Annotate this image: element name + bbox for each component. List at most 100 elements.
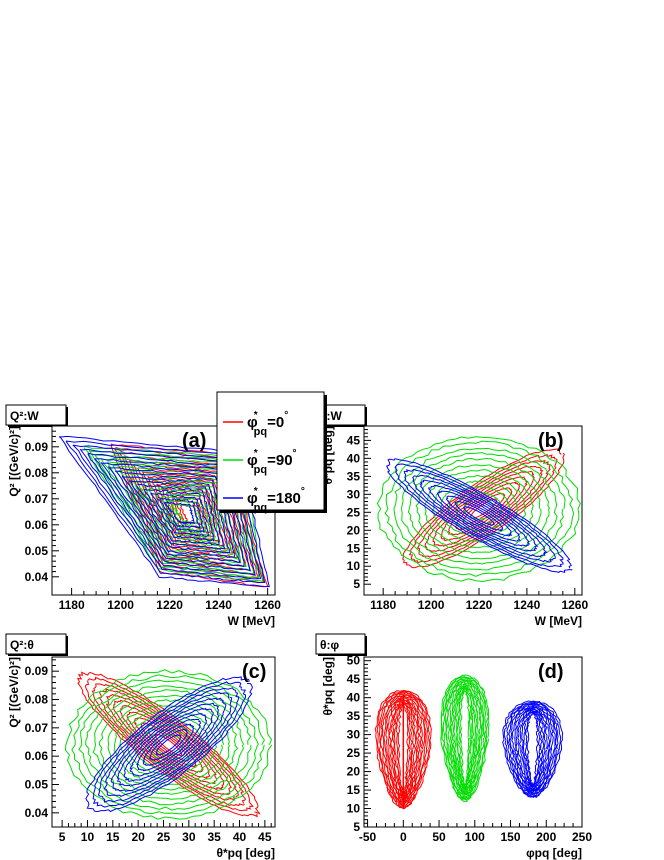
contour-line — [454, 686, 475, 791]
series-phi-90 — [440, 674, 490, 802]
contour-line — [103, 692, 233, 798]
contour-line — [116, 702, 220, 787]
y-tick-label: 20 — [347, 523, 361, 537]
contour-line — [524, 711, 541, 788]
contour-line — [515, 706, 551, 792]
contour-line — [526, 712, 539, 787]
contour-line — [392, 700, 415, 799]
y-tick-label: 35 — [347, 709, 361, 723]
contour-layer — [64, 669, 273, 820]
y-tick-label: 0.06 — [25, 749, 49, 763]
contour-line — [416, 459, 551, 558]
contour-line — [446, 680, 482, 796]
contour-line — [157, 496, 201, 530]
contour-line — [98, 694, 239, 795]
contour-line — [129, 713, 207, 777]
contour-line — [160, 495, 208, 532]
x-axis-label: θ*pq [deg] — [217, 846, 275, 860]
series-phi-180 — [386, 458, 573, 573]
y-tick-label: 50 — [347, 654, 361, 668]
x-tick-label: 1200 — [107, 598, 134, 612]
contour-line — [71, 674, 265, 815]
contour-line — [503, 701, 562, 798]
contour-line — [97, 687, 240, 803]
contour-line — [119, 709, 218, 780]
contour-line — [436, 490, 522, 542]
series-phi-0 — [374, 689, 432, 810]
x-axis-label: W [MeV] — [535, 614, 582, 628]
x-tick-label: 1260 — [561, 598, 588, 612]
contour-line — [394, 463, 564, 568]
y-tick-label: 0.06 — [25, 518, 49, 532]
contour-layer — [374, 674, 564, 810]
panel-title: Q²:θ — [10, 638, 34, 652]
contour-line — [506, 702, 559, 797]
contour-line — [150, 492, 205, 534]
contour-line — [107, 461, 247, 567]
contour-line — [93, 458, 245, 567]
y-tick-label: 0.07 — [25, 721, 49, 735]
contour-line — [155, 734, 182, 756]
contour-line — [88, 450, 260, 578]
x-tick-label: 35 — [208, 830, 222, 844]
x-tick-label: 1220 — [466, 598, 493, 612]
y-tick-label: 0.05 — [25, 778, 49, 792]
legend: φ* pq=0°φ* pq=90°φ* pq=180° — [216, 391, 327, 514]
contour-line — [64, 669, 273, 820]
contour-line — [448, 481, 521, 536]
contour-layer — [59, 435, 270, 588]
contour-line — [136, 483, 214, 542]
plot-frame — [363, 425, 583, 596]
contour-line — [384, 440, 575, 577]
y-tick-label: 25 — [347, 746, 361, 760]
contour-line — [65, 440, 266, 584]
contour-line — [440, 676, 489, 801]
panel-title: Q²:W — [10, 409, 39, 423]
x-tick-label: 45 — [258, 830, 272, 844]
contour-line — [78, 679, 259, 811]
x-tick-label: 15 — [106, 830, 120, 844]
x-tick-label: 40 — [233, 830, 247, 844]
y-tick-label: 40 — [347, 691, 361, 705]
contour-line — [79, 448, 256, 576]
y-tick-label: 0.07 — [25, 492, 49, 506]
x-tick-label: 20 — [131, 830, 145, 844]
x-tick-label: -50 — [359, 830, 377, 844]
title-box — [5, 633, 67, 655]
y-tick-label: 10 — [347, 802, 361, 816]
contour-line — [445, 679, 484, 798]
contour-line — [87, 452, 251, 572]
contour-line — [455, 491, 503, 526]
contour-line — [128, 479, 220, 546]
contour-line — [407, 457, 551, 560]
contour-line — [459, 690, 470, 788]
title-box — [315, 633, 366, 655]
panel-letter: (c) — [242, 661, 266, 683]
contour-layer — [376, 436, 581, 583]
y-tick-label: 0.04 — [25, 570, 49, 584]
legend-box — [216, 391, 325, 511]
contour-line — [130, 476, 229, 552]
x-tick-label: 25 — [157, 830, 171, 844]
contour-line — [522, 710, 543, 790]
contour-line — [412, 474, 548, 558]
contour-line — [462, 506, 495, 526]
legend-entry-label: φ* pq=180° — [247, 486, 305, 514]
x-tick-label: 5 — [59, 830, 66, 844]
x-tick-label: 1240 — [514, 598, 541, 612]
contour-line — [121, 475, 226, 550]
contour-line — [447, 485, 511, 532]
x-tick-label: 30 — [182, 830, 196, 844]
contour-line — [390, 699, 417, 800]
contour-line — [521, 708, 545, 791]
contour-line — [110, 697, 227, 792]
x-tick-label: 1220 — [156, 598, 183, 612]
contour-line — [142, 723, 195, 766]
y-tick-label: 15 — [347, 783, 361, 797]
series-phi-180 — [85, 676, 253, 813]
contour-line — [114, 470, 230, 554]
x-tick-label: 100 — [465, 830, 485, 844]
y-tick-label: 30 — [347, 487, 361, 501]
contour-line — [381, 693, 426, 805]
contour-line — [85, 685, 252, 806]
